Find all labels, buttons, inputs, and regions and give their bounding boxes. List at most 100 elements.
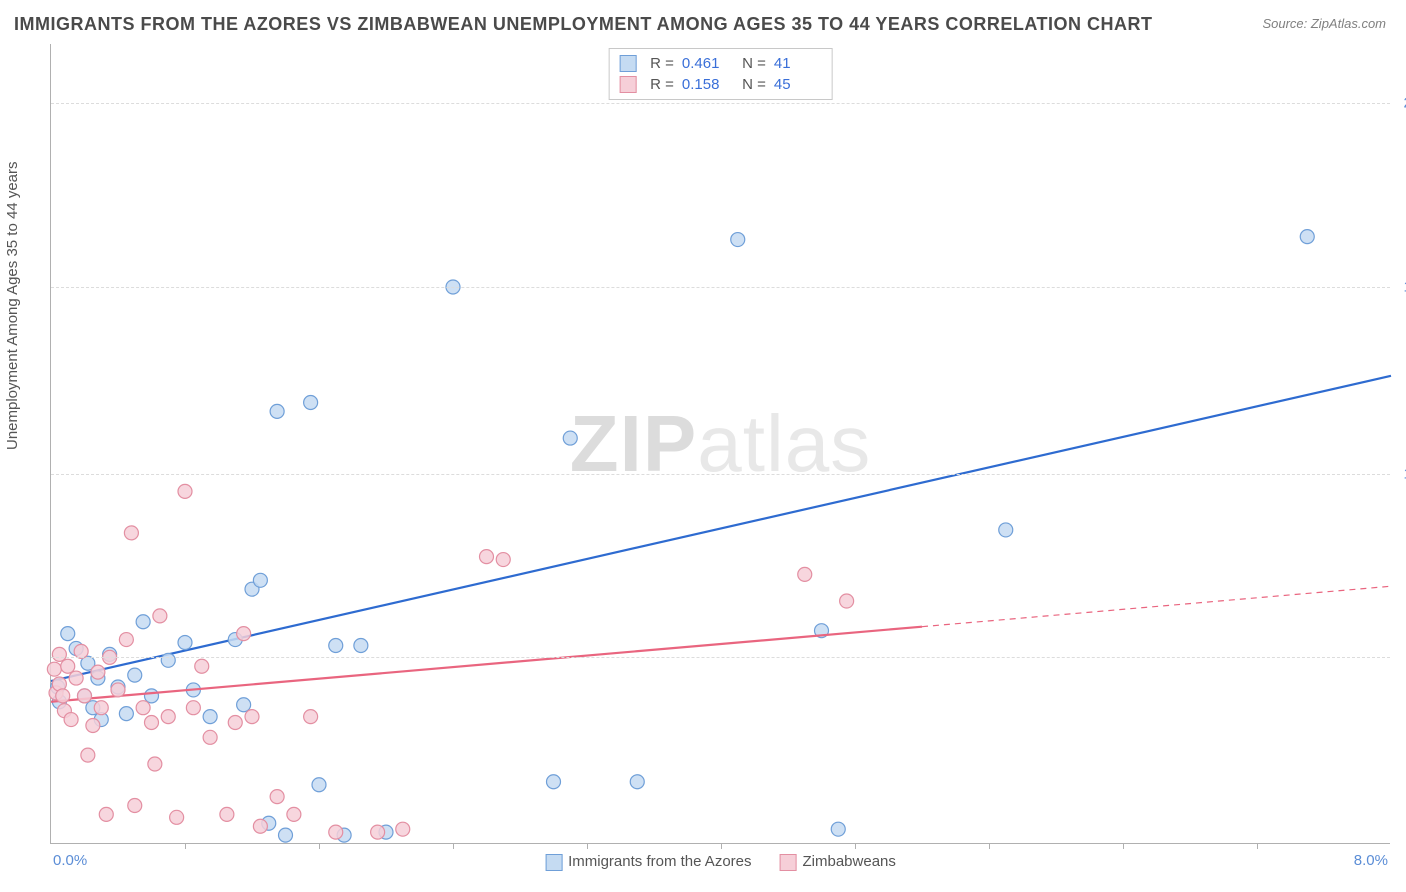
scatter-point (64, 713, 78, 727)
scatter-point (1300, 230, 1314, 244)
gridline-h (51, 657, 1390, 658)
scatter-point (128, 798, 142, 812)
scatter-point (237, 627, 251, 641)
scatter-point (136, 615, 150, 629)
x-tick (1257, 843, 1258, 849)
scatter-point (253, 573, 267, 587)
y-tick-label: 25.0% (1396, 95, 1406, 112)
scatter-point (111, 683, 125, 697)
scatter-point (831, 822, 845, 836)
scatter-point (119, 633, 133, 647)
stat-n-value: 45 (774, 76, 822, 93)
scatter-point (136, 701, 150, 715)
scatter-point (480, 550, 494, 564)
y-axis-label: Unemployment Among Ages 35 to 44 years (4, 161, 21, 450)
legend-swatch (780, 854, 797, 871)
scatter-point (47, 662, 61, 676)
stat-n-value: 41 (774, 55, 822, 72)
plot-area: ZIPatlas R =0.461 N =41R =0.158 N =45 0.… (50, 44, 1390, 844)
x-tick (453, 843, 454, 849)
legend-label: Zimbabweans (803, 853, 896, 870)
scatter-point (161, 710, 175, 724)
scatter-point (195, 659, 209, 673)
scatter-point (312, 778, 326, 792)
scatter-point (840, 594, 854, 608)
scatter-point (547, 775, 561, 789)
source-attribution: Source: ZipAtlas.com (1262, 16, 1386, 31)
scatter-point (61, 659, 75, 673)
scatter-point (153, 609, 167, 623)
scatter-point (91, 665, 105, 679)
scatter-point (228, 716, 242, 730)
scatter-point (124, 526, 138, 540)
y-tick-label: 6.3% (1396, 649, 1406, 666)
scatter-point (178, 484, 192, 498)
x-tick (989, 843, 990, 849)
gridline-h (51, 474, 1390, 475)
scatter-point (329, 825, 343, 839)
scatter-point (270, 790, 284, 804)
scatter-point (999, 523, 1013, 537)
scatter-point (354, 638, 368, 652)
legend-item: Immigrants from the Azores (545, 853, 751, 871)
scatter-point (86, 718, 100, 732)
stat-n-label: N = (738, 55, 766, 72)
scatter-point (371, 825, 385, 839)
x-tick (185, 843, 186, 849)
scatter-point (78, 689, 92, 703)
legend-item: Zimbabweans (780, 853, 896, 871)
stats-row: R =0.158 N =45 (619, 74, 822, 95)
scatter-point (74, 644, 88, 658)
chart-svg (51, 44, 1390, 843)
scatter-point (203, 730, 217, 744)
scatter-point (178, 636, 192, 650)
scatter-point (496, 553, 510, 567)
scatter-point (396, 822, 410, 836)
x-tick (587, 843, 588, 849)
x-tick (319, 843, 320, 849)
scatter-point (145, 716, 159, 730)
stats-row: R = 0.461 N = 41 (619, 53, 822, 74)
x-axis-max-label: 8.0% (1354, 852, 1388, 869)
scatter-point (203, 710, 217, 724)
scatter-point (563, 431, 577, 445)
legend-swatch (619, 76, 636, 93)
trend-line (51, 376, 1391, 681)
y-tick-label: 12.5% (1396, 465, 1406, 482)
stat-r-value: 0.461 (682, 55, 730, 72)
scatter-point (52, 647, 66, 661)
scatter-point (287, 807, 301, 821)
scatter-point (161, 653, 175, 667)
x-tick (855, 843, 856, 849)
scatter-point (220, 807, 234, 821)
scatter-point (56, 689, 70, 703)
y-tick-label: 18.8% (1396, 278, 1406, 295)
scatter-point (145, 689, 159, 703)
legend-bottom: Immigrants from the Azores Zimbabweans (545, 853, 896, 871)
scatter-point (94, 701, 108, 715)
scatter-point (329, 638, 343, 652)
x-tick (721, 843, 722, 849)
scatter-point (99, 807, 113, 821)
scatter-point (731, 233, 745, 247)
gridline-h (51, 287, 1390, 288)
legend-swatch (619, 55, 636, 72)
scatter-point (798, 567, 812, 581)
scatter-point (186, 701, 200, 715)
scatter-point (119, 707, 133, 721)
scatter-point (69, 671, 83, 685)
scatter-point (304, 396, 318, 410)
legend-swatch (545, 854, 562, 871)
scatter-point (279, 828, 293, 842)
x-tick (1123, 843, 1124, 849)
stat-r-value: 0.158 (682, 76, 730, 93)
stat-r-label: R = (650, 55, 674, 72)
scatter-point (81, 748, 95, 762)
scatter-point (304, 710, 318, 724)
trend-line-dashed (922, 586, 1391, 626)
scatter-point (170, 810, 184, 824)
scatter-point (270, 404, 284, 418)
stat-n-label: N = (738, 76, 766, 93)
scatter-point (253, 819, 267, 833)
scatter-point (128, 668, 142, 682)
